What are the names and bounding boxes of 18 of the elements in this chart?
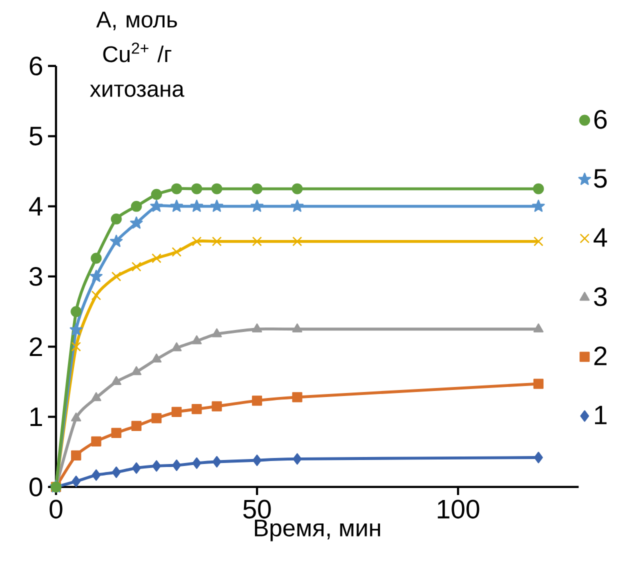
legend-label: 3: [594, 287, 607, 306]
legend-label: 6: [594, 110, 607, 129]
legend-label: 2: [594, 346, 606, 366]
legend-label: 1: [595, 406, 607, 424]
y-tick-label: 3: [29, 267, 42, 286]
x-axis-title: Время, мин: [254, 520, 380, 542]
y-tick-label: 6: [30, 56, 42, 76]
y-tick-label: 5: [30, 126, 42, 146]
x-tick-label: 50: [243, 500, 271, 519]
x-tick-label: 0: [50, 500, 62, 519]
y-tick-label: 0: [30, 478, 42, 496]
legend-label: 4: [594, 228, 608, 247]
y-axis-title: А, моль Cu$^{2+}$ /г хитозана: [90, 12, 184, 97]
y-tick-label: 4: [29, 197, 43, 216]
y-tick-label: 1: [30, 408, 42, 426]
legend-label: 5: [594, 169, 607, 188]
x-tick-label: 100: [438, 500, 480, 519]
y-tick-label: 2: [30, 337, 42, 356]
